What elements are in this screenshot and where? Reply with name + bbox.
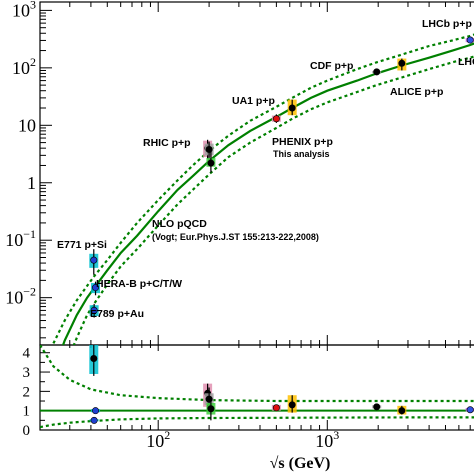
y-tick-label: 10−1 <box>5 227 36 250</box>
ratio-point <box>89 345 99 376</box>
data-point <box>89 303 99 318</box>
y-tick-label: 10 <box>18 115 36 135</box>
data-point <box>287 99 297 116</box>
data-point <box>465 36 474 44</box>
data-point <box>91 281 101 296</box>
annotation-nlo: NLO pQCD <box>152 218 207 230</box>
data-point <box>271 114 281 123</box>
data-marker <box>90 306 98 314</box>
x-axis-title: √s (GeV) <box>270 455 331 472</box>
ratio-point <box>287 395 297 413</box>
ratio-points <box>89 345 474 424</box>
ratio-y-tick-label: 0 <box>23 423 31 439</box>
ratio-y-tick-label: 3 <box>23 365 31 381</box>
annotation-phenix: PHENIX p+p <box>272 136 333 148</box>
data-point <box>204 141 214 161</box>
annotation-ua1: UA1 p+p <box>232 95 275 107</box>
ratio-marker <box>288 401 296 409</box>
ratio-y-tick-label: 4 <box>23 346 31 362</box>
annotation-phenix-sub: This analysis <box>273 149 330 159</box>
data-marker <box>398 59 406 67</box>
x-tick-label: 102 <box>146 428 170 451</box>
data-marker <box>205 145 213 153</box>
ratio-marker <box>373 403 381 411</box>
y-tick-label: 103 <box>12 0 36 20</box>
annotation-lhc-partial: LHC <box>458 56 474 68</box>
ratio-marker <box>466 406 474 414</box>
ratio-marker <box>207 405 215 413</box>
data-point <box>372 68 382 76</box>
annotation-alice: ALICE p+p <box>390 86 443 98</box>
ratio-marker <box>90 355 98 363</box>
ratio-y-tick-label: 2 <box>23 384 31 400</box>
data-marker <box>466 36 474 44</box>
annotation-herab: HERA-B p+C/T/W <box>96 278 182 290</box>
ratio-point <box>91 407 101 415</box>
ratio-point <box>397 405 407 415</box>
annotation-rhic: RHIC p+p <box>143 137 191 149</box>
annotation-e789: E789 p+Au <box>90 308 144 320</box>
x-tick-labels: 102 103 <box>146 428 339 451</box>
data-point <box>89 249 99 275</box>
x-tick-label: 103 <box>315 428 339 451</box>
ratio-point <box>465 406 474 414</box>
ratio-marker <box>272 404 280 412</box>
y-tick-labels: 10−2 10−1 1 10 102 103 <box>5 0 36 308</box>
data-marker <box>272 115 280 123</box>
annotation-vogt: (Vogt; Eur.Phys.J.ST 155:213-222,2008) <box>152 232 319 242</box>
y-tick-label: 1 <box>27 173 36 193</box>
ratio-point <box>89 416 99 424</box>
ratio-y-tick-label: 1 <box>23 404 31 420</box>
ratio-lower-line <box>40 416 474 429</box>
y-tick-label: 102 <box>12 55 36 78</box>
data-marker <box>92 284 100 292</box>
top-panel-frame <box>39 1 474 346</box>
ratio-marker <box>92 407 100 415</box>
ratio-point <box>206 397 216 421</box>
ratio-point <box>372 403 382 411</box>
y-tick-label: 10−2 <box>5 285 36 308</box>
data-marker <box>90 256 98 264</box>
ratio-marker <box>398 407 406 415</box>
top-axis-ticks <box>39 2 471 345</box>
theory-lower-line <box>72 55 474 345</box>
ratio-y-tick-labels: 0 1 2 3 4 <box>23 346 31 439</box>
annotation-e771: E771 p+Si <box>57 239 107 251</box>
data-point <box>206 151 216 173</box>
ratio-marker <box>90 416 98 424</box>
data-points <box>89 36 474 318</box>
ratio-upper-line <box>40 345 474 403</box>
ratio-curves <box>40 345 474 429</box>
data-marker <box>373 68 381 76</box>
ratio-point <box>271 404 281 412</box>
data-point <box>397 58 407 71</box>
theory-upper-line <box>52 33 474 344</box>
annotation-lhcb: LHCb p+p <box>422 18 472 30</box>
data-marker <box>207 159 215 167</box>
annotation-cdf: CDF p+p <box>310 60 353 72</box>
data-marker <box>288 104 296 112</box>
